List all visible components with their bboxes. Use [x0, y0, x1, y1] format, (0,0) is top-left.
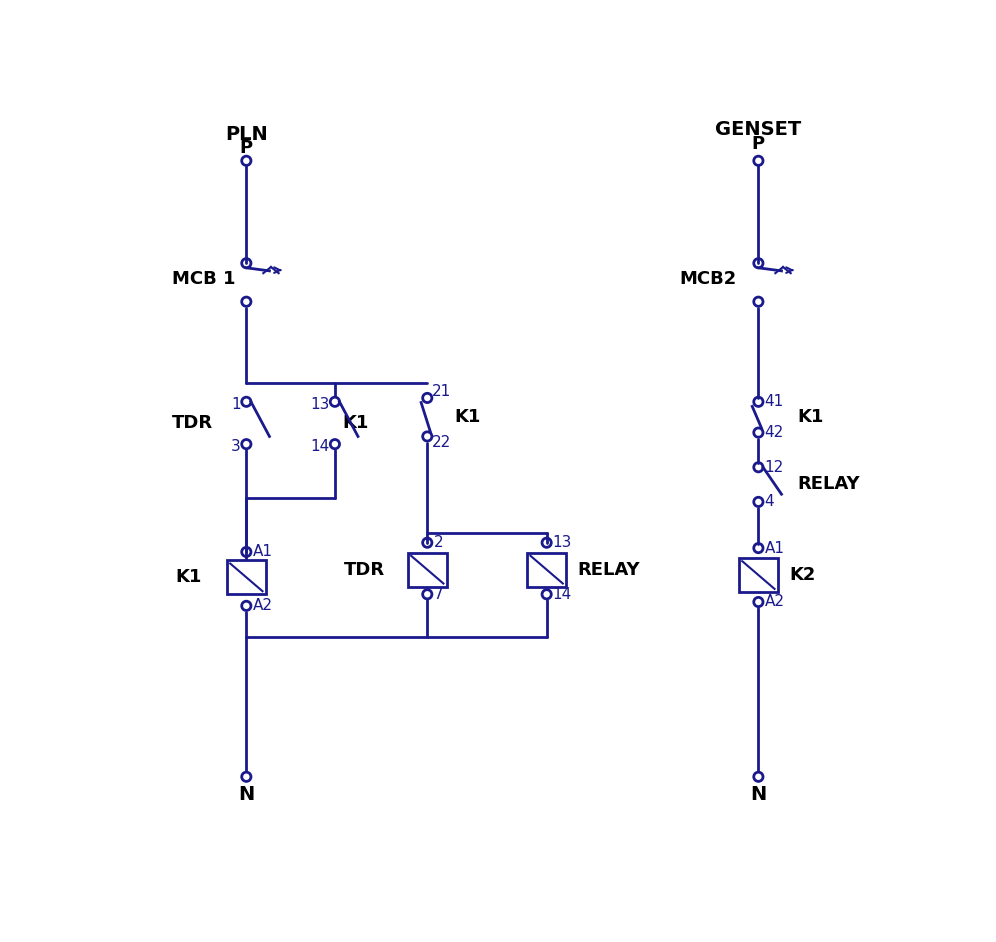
Text: K1: K1: [175, 568, 202, 586]
Bar: [739, 558, 778, 592]
Text: K1: K1: [454, 408, 481, 426]
Text: PLN: PLN: [225, 125, 268, 144]
Text: 7: 7: [433, 587, 443, 602]
Text: K2: K2: [789, 566, 816, 584]
Text: 14: 14: [310, 439, 330, 454]
Text: K1: K1: [343, 414, 369, 431]
Bar: [227, 560, 266, 594]
Text: 14: 14: [553, 587, 572, 602]
Text: 13: 13: [553, 535, 572, 550]
Text: A1: A1: [253, 544, 273, 560]
Text: K1: K1: [797, 408, 824, 426]
Bar: [528, 553, 566, 587]
Text: N: N: [750, 785, 767, 804]
Text: MCB2: MCB2: [679, 269, 737, 287]
Text: N: N: [238, 785, 254, 804]
Text: 22: 22: [432, 435, 451, 450]
Text: TDR: TDR: [172, 414, 213, 431]
Text: 21: 21: [432, 384, 451, 399]
Text: P: P: [240, 138, 253, 156]
Text: TDR: TDR: [344, 560, 384, 578]
Text: RELAY: RELAY: [578, 560, 640, 578]
Text: 41: 41: [765, 395, 784, 409]
Text: P: P: [752, 135, 765, 153]
Bar: [408, 553, 446, 587]
Text: MCB 1: MCB 1: [172, 269, 236, 287]
Text: 12: 12: [765, 460, 784, 475]
Text: A2: A2: [253, 598, 273, 613]
Text: 1: 1: [231, 397, 241, 412]
Text: GENSET: GENSET: [715, 121, 802, 139]
Text: 4: 4: [765, 495, 774, 510]
Text: 13: 13: [310, 397, 330, 412]
Text: 42: 42: [765, 425, 784, 440]
Text: RELAY: RELAY: [797, 475, 860, 494]
Text: A1: A1: [765, 541, 785, 556]
Text: 2: 2: [433, 535, 443, 550]
Text: 3: 3: [231, 439, 241, 454]
Text: A2: A2: [765, 594, 785, 609]
